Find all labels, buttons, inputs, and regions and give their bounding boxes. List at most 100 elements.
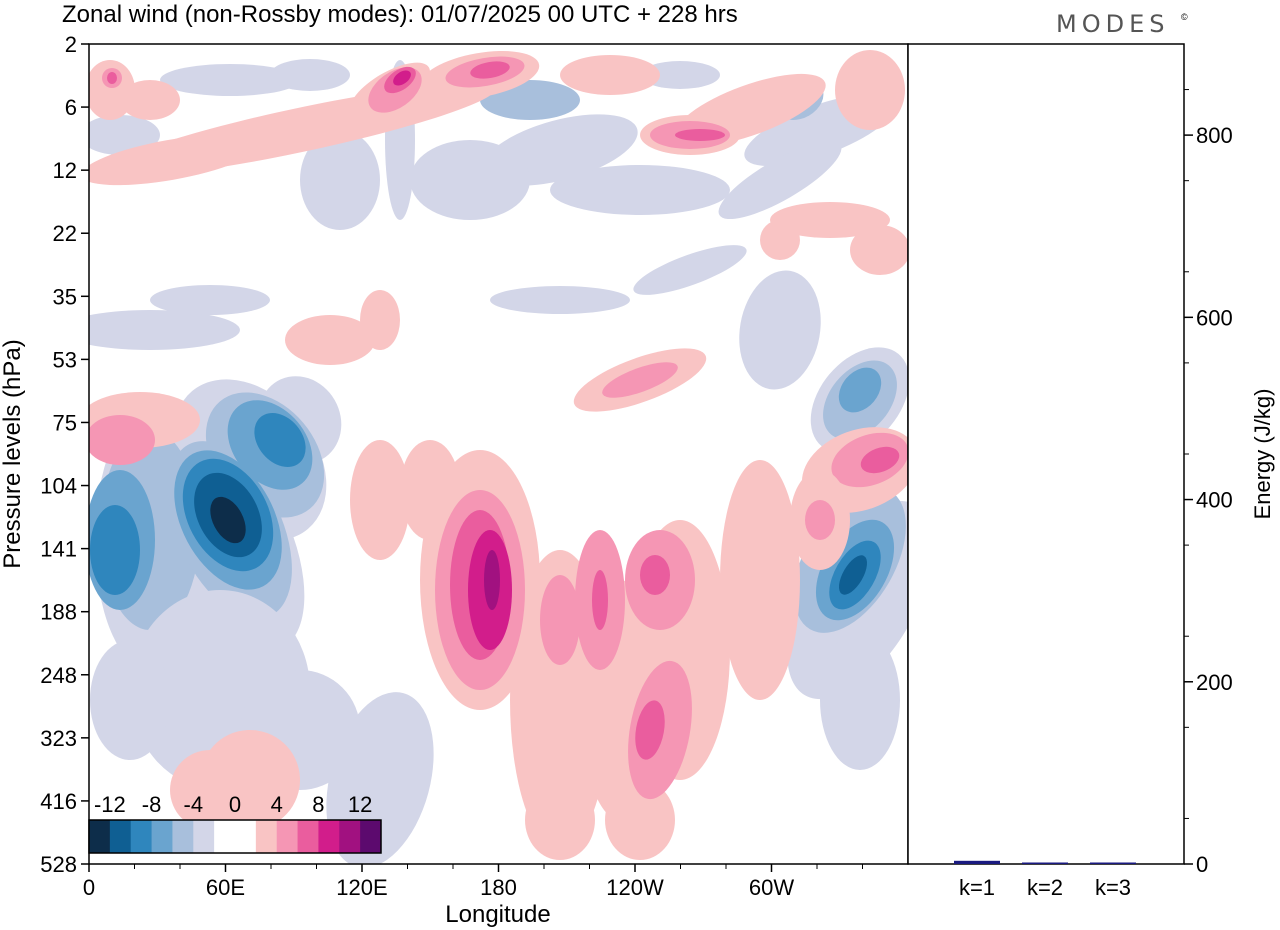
contour-shape <box>860 446 900 474</box>
y-tick-label: 416 <box>40 789 77 814</box>
contour-shape <box>635 700 665 760</box>
energy-category-label: k=3 <box>1095 875 1131 900</box>
contour-shape <box>739 270 821 390</box>
contour-shape <box>850 225 908 275</box>
contour-shape <box>89 310 240 350</box>
x-tick-label: 60E <box>206 875 245 900</box>
colorbar-tick-label: 0 <box>229 792 241 817</box>
colorbar-swatch <box>89 820 111 853</box>
contour-shape <box>410 140 530 220</box>
contour-shape <box>160 64 300 96</box>
contour-shape <box>470 61 510 79</box>
contour-shape <box>760 220 800 260</box>
y-tick-label: 53 <box>53 347 77 372</box>
y-tick-label: 323 <box>40 726 77 751</box>
contour-shape <box>270 59 350 91</box>
contour-shape <box>490 286 630 314</box>
heatmap-field <box>89 44 908 864</box>
contour-shape <box>770 202 890 238</box>
energy-axis-label: Energy (J/kg) <box>1250 389 1275 520</box>
contour-shape <box>602 362 678 398</box>
colorbar-swatch <box>360 820 382 853</box>
contour-shape <box>718 140 842 220</box>
y-tick-label: 248 <box>40 663 77 688</box>
colorbar-tick-label: 8 <box>312 792 324 817</box>
x-tick-label: 120E <box>336 875 387 900</box>
contour-shape <box>550 165 730 215</box>
y-tick-label: 188 <box>40 600 77 625</box>
energy-tick-label: 200 <box>1196 670 1233 695</box>
colorbar-swatch <box>276 820 299 853</box>
x-tick-label: 120W <box>606 875 664 900</box>
contour-shape <box>838 367 882 413</box>
heatmap-y-axis: 2 6 12 22 35 53 75 104 141 188 248 323 416 528 <box>40 32 89 877</box>
contour-shape <box>360 290 400 350</box>
y-tick-label: 75 <box>53 410 77 435</box>
energy-bar <box>954 860 1000 864</box>
y-tick-label: 22 <box>53 221 77 246</box>
contour-shape <box>90 640 170 760</box>
colorbar-swatch <box>151 820 173 853</box>
colorbar-swatch <box>109 820 132 853</box>
contour-shape <box>720 460 800 700</box>
energy-tick-label: 0 <box>1196 852 1208 877</box>
contour-shape <box>560 55 660 95</box>
contour-shape <box>89 134 259 186</box>
colorbar-tick-label: 12 <box>348 792 372 817</box>
contour-shape <box>89 115 160 155</box>
contour-shape <box>835 50 905 130</box>
y-tick-label: 2 <box>65 32 77 57</box>
y-tick-label: 104 <box>40 474 77 499</box>
energy-tick-label: 800 <box>1196 123 1233 148</box>
colorbar: -12 -8 -4 0 4 8 12 <box>88 792 382 854</box>
contour-shape <box>393 70 411 86</box>
x-tick-label: 180 <box>480 875 517 900</box>
contour-shape <box>350 440 410 560</box>
colorbar-swatch <box>297 820 319 853</box>
x-tick-label: 60W <box>749 875 794 900</box>
x-tick-label: 0 <box>83 875 95 900</box>
colorbar-swatch <box>193 820 215 853</box>
colorbar-swatch <box>318 820 340 853</box>
contour-shape <box>285 315 375 365</box>
colorbar-tick-label: -12 <box>94 792 126 817</box>
contour-shape <box>120 80 180 120</box>
contour-shape <box>400 440 460 540</box>
energy-category-label: k=2 <box>1027 875 1063 900</box>
contour-shape <box>820 630 900 770</box>
y-tick-label: 528 <box>40 852 77 877</box>
energy-bar <box>1090 862 1136 864</box>
contour-shape <box>90 505 140 595</box>
y-axis-label: Pressure levels (hPa) <box>0 339 26 568</box>
colorbar-swatch <box>255 820 278 853</box>
copyright-mark: © <box>1181 12 1188 22</box>
energy-category-label: k=1 <box>959 875 995 900</box>
colorbar-swatch <box>235 820 257 853</box>
contour-shape <box>805 500 835 540</box>
x-axis-label: Longitude <box>445 901 550 928</box>
contour-shape <box>540 575 580 665</box>
contour-shape <box>675 129 725 141</box>
colorbar-swatch <box>214 820 236 853</box>
heatmap-x-axis: 0 60E 120E 180 120W 60W <box>83 864 863 900</box>
contour-shape <box>484 550 500 610</box>
contour-shape <box>605 780 675 860</box>
contour-shape <box>839 555 867 595</box>
contour-shape <box>592 570 608 630</box>
contour-shape <box>640 61 720 89</box>
brand-logo: MODES <box>1056 10 1169 38</box>
colorbar-tick-label: -4 <box>184 792 204 817</box>
energy-bars: k=1 k=2 k=3 <box>954 860 1136 900</box>
contour-shape <box>633 245 747 295</box>
colorbar-frame <box>88 819 382 854</box>
y-tick-label: 35 <box>53 284 77 309</box>
colorbar-swatch <box>130 820 153 853</box>
y-tick-label: 141 <box>40 537 77 562</box>
contour-shape <box>640 555 670 595</box>
contour-shape <box>170 750 250 830</box>
contour-shape <box>254 413 306 467</box>
y-tick-label: 12 <box>53 158 77 183</box>
colorbar-swatch <box>172 820 194 853</box>
contour-shape <box>210 496 246 544</box>
